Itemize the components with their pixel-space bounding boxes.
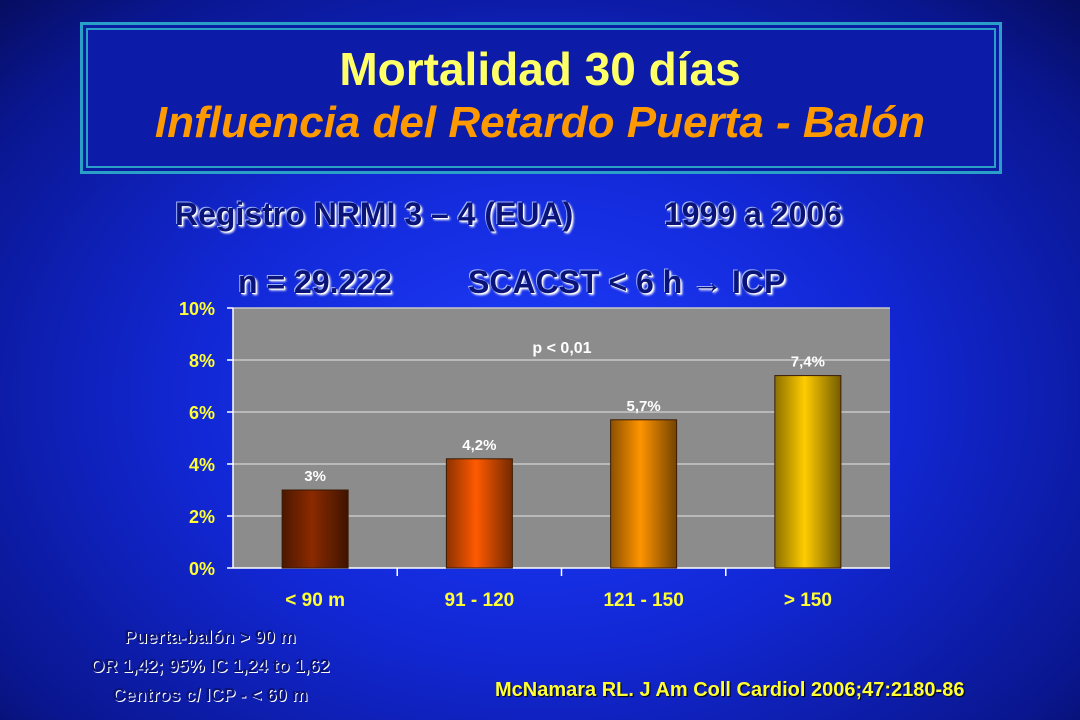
registry-years: 1999 a 2006 — [664, 196, 842, 232]
slide-subtitle: Influencia del Retardo Puerta - Balón — [154, 98, 926, 147]
registry-name: Registro NRMI 3 – 4 (EUA) — [175, 196, 574, 232]
citation: McNamara RL. J Am Coll Cardiol 2006;47:2… — [495, 679, 965, 701]
y-tick-label: 8% — [189, 351, 215, 371]
y-tick-label: 2% — [189, 507, 215, 527]
x-category-label: 91 - 120 — [445, 590, 515, 611]
p-value-annotation: p < 0,01 — [532, 340, 591, 357]
bar-data-label: 4,2% — [462, 437, 496, 454]
population-criteria: SCACST < 6 h → ICP — [468, 264, 786, 300]
bar-data-label: 3% — [304, 468, 326, 485]
y-tick-label: 4% — [189, 455, 215, 475]
bar — [774, 375, 842, 569]
x-category-label: > 150 — [784, 590, 832, 611]
x-category-label: 121 - 150 — [603, 590, 683, 611]
y-tick-label: 10% — [179, 299, 215, 319]
bar — [445, 458, 513, 569]
footnote-line-1: Puerta-balón > 90 m — [124, 627, 296, 647]
y-tick-label: 6% — [189, 403, 215, 423]
bar-data-label: 5,7% — [627, 398, 661, 415]
bar — [281, 489, 349, 569]
slide-title: Mortalidad 30 días — [339, 43, 741, 95]
bar — [610, 419, 678, 569]
footnote-line-2: OR 1,42; 95% IC 1,24 to 1,62 — [90, 656, 330, 676]
x-category-label: < 90 m — [285, 590, 345, 611]
bar-data-label: 7,4% — [791, 354, 825, 371]
sample-size: n = 29.222 — [238, 264, 392, 300]
y-tick-label: 0% — [189, 559, 215, 579]
footnote-line-3: Centros c/ ICP - < 60 m — [112, 685, 308, 705]
title-box — [80, 22, 1002, 174]
